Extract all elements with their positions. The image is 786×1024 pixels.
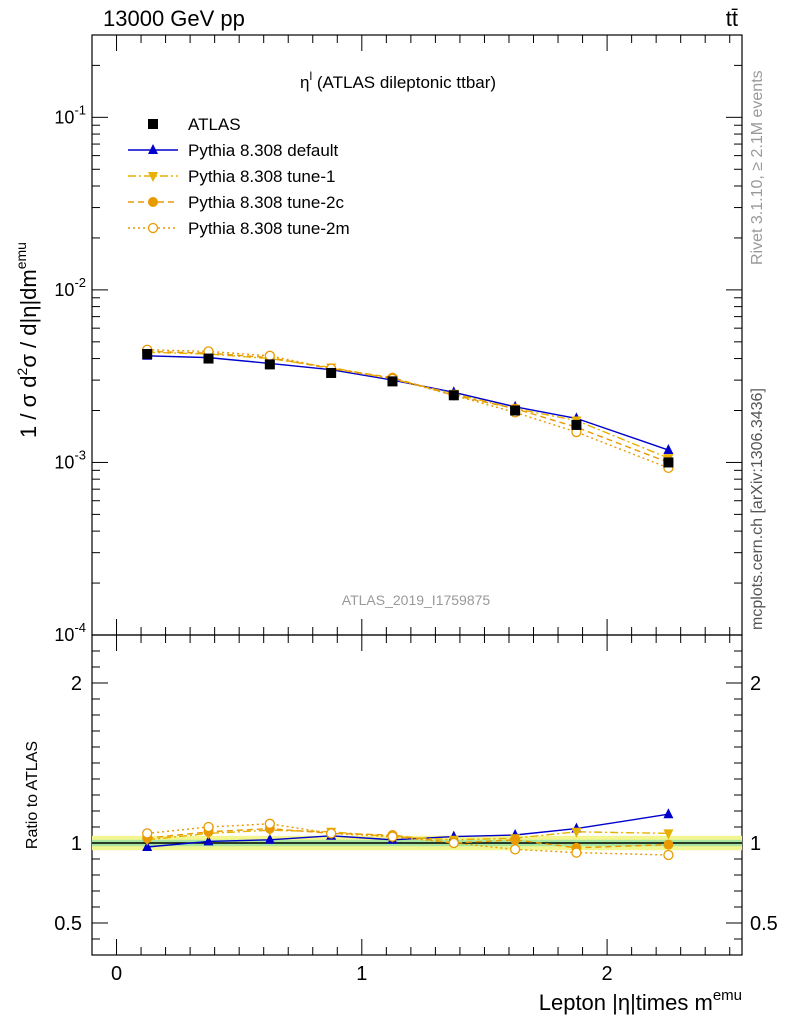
mcplots-label: mcplots.cern.ch [arXiv:1306.3436]	[749, 388, 766, 630]
legend-label: Pythia 8.308 tune-2c	[188, 193, 344, 212]
ratio-y-tick-label: 1	[750, 833, 761, 855]
y-tick-label: 10-1	[54, 102, 86, 127]
series-line	[147, 349, 669, 469]
legend-marker	[148, 119, 158, 129]
ratio-point	[203, 821, 214, 833]
ratio-point	[663, 829, 674, 840]
ratio-y-tick-label: 1	[71, 833, 82, 855]
ratio-point	[663, 849, 674, 861]
watermark: ATLAS_2019_I1759875	[342, 592, 491, 608]
legend-label: Pythia 8.308 default	[188, 141, 339, 160]
ratio-y-tick-label: 2	[71, 673, 82, 695]
main-series-lines	[142, 344, 674, 474]
ratio-y-tick-label: 2	[750, 673, 761, 695]
data-point	[663, 457, 674, 468]
header-right: tt̄	[726, 6, 738, 31]
ratio-point	[203, 835, 214, 846]
legend-marker	[148, 144, 158, 154]
data-point	[571, 419, 582, 430]
svg-text:1 / σ d2σ / d|η|dmemu: 1 / σ d2σ / d|η|dmemu	[13, 242, 41, 438]
ratio-point	[571, 827, 582, 838]
legend-label: Pythia 8.308 tune-2m	[188, 219, 350, 238]
ratio-point	[509, 844, 521, 855]
ratio-point	[264, 833, 275, 844]
data-point	[264, 350, 275, 361]
legend-label: ATLAS	[188, 115, 241, 134]
x-tick-label: 1	[356, 963, 367, 985]
x-tick-label: 2	[602, 963, 613, 985]
data-point	[264, 359, 275, 370]
ratio-panel-frame	[91, 634, 743, 956]
ratio-point	[663, 839, 674, 850]
data-point	[510, 405, 521, 416]
ratio-axis-ticks: 0 1 2 0.5 0.5 1 1 2 2	[54, 634, 778, 985]
plot-title: ηl (ATLAS dileptonic ttbar)	[300, 69, 496, 92]
ratio-point	[264, 818, 275, 829]
ratio-point	[387, 831, 398, 842]
ratio-y-tick-label: 0.5	[750, 913, 778, 935]
header-left: 13000 GeV pp	[103, 6, 245, 31]
legend-marker	[148, 197, 158, 207]
y-tick-label: 10-3	[54, 447, 86, 472]
series-line	[147, 350, 669, 464]
data-point	[448, 390, 459, 401]
main-axis-ticks: 10-4 10-3 10-2 10-1	[54, 35, 742, 645]
data-point	[663, 444, 674, 455]
legend-marker	[147, 222, 159, 234]
ratio-y-tick-label: 0.5	[54, 913, 82, 935]
rivet-label: Rivet 3.1.10, ≥ 2.1M events	[749, 70, 766, 265]
ratio-point	[142, 841, 153, 851]
series-line	[147, 351, 669, 459]
y-tick-label: 10-2	[54, 275, 86, 300]
main-y-label: 1 / σ d2σ / d|η|dmemu	[13, 242, 41, 438]
ratio-y-label: Ratio to ATLAS	[24, 741, 41, 849]
ratio-series-lines	[142, 808, 674, 861]
data-point	[142, 349, 153, 360]
y-tick-label: 10-4	[54, 620, 86, 645]
x-axis-label: Lepton |η|times memu	[539, 987, 742, 1015]
data-point	[203, 353, 214, 364]
ratio-point	[448, 837, 459, 849]
ratio-point	[142, 828, 153, 839]
legend: ATLAS Pythia 8.308 default Pythia 8.308 tu…	[128, 115, 350, 238]
data-point	[387, 376, 398, 387]
x-tick-label: 0	[111, 963, 122, 985]
ratio-point	[663, 808, 674, 819]
ratio-point	[571, 847, 582, 858]
legend-marker	[148, 172, 158, 182]
data-point	[326, 367, 337, 378]
legend-label: Pythia 8.308 tune-1	[188, 167, 335, 186]
ratio-point	[326, 828, 337, 839]
ratio-point	[510, 834, 521, 845]
series-line	[147, 355, 669, 451]
